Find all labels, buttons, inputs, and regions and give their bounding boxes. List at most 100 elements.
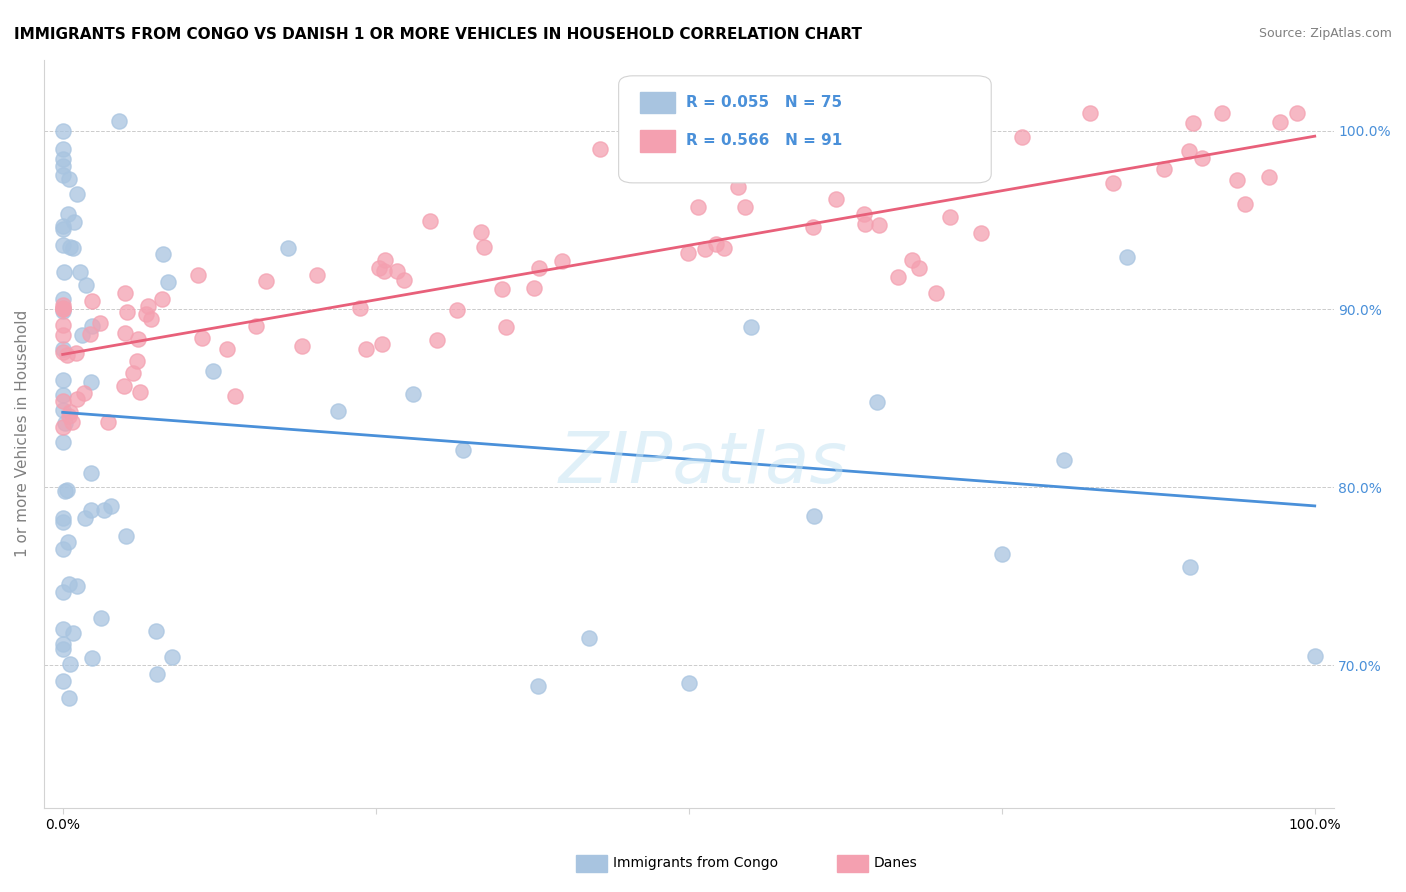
Point: [589, 142, 612, 156]
Point: [80, 293, 103, 308]
Y-axis label: 1 or more Vehicles in Household: 1 or more Vehicles in Household: [15, 310, 30, 558]
Point: [58, 577, 80, 591]
Point: [52, 419, 75, 434]
Point: [128, 384, 150, 399]
Point: [446, 303, 468, 318]
Point: [66, 579, 89, 593]
Point: [472, 240, 495, 254]
Point: [52, 292, 75, 306]
Point: [1101, 176, 1123, 190]
Point: [52, 394, 75, 409]
Point: [254, 274, 277, 288]
Point: [79, 326, 101, 341]
Point: [52, 515, 75, 529]
Point: [191, 331, 214, 345]
Point: [52, 160, 75, 174]
Point: [97, 415, 120, 429]
Point: [146, 667, 169, 681]
Point: [1080, 106, 1102, 120]
Point: [1153, 161, 1175, 176]
Point: [704, 236, 727, 251]
Point: [152, 246, 174, 260]
Point: [80, 466, 103, 480]
Point: [52, 403, 75, 417]
Point: [56, 348, 79, 362]
Point: [245, 318, 267, 333]
Point: [928, 161, 950, 175]
Point: [93, 502, 115, 516]
Point: [52, 304, 75, 318]
Point: [52, 124, 75, 138]
Point: [886, 269, 908, 284]
Point: [277, 241, 299, 255]
Point: [114, 285, 136, 300]
Point: [495, 319, 517, 334]
Point: [1177, 144, 1199, 158]
Point: [100, 500, 122, 514]
Point: [52, 345, 75, 359]
Point: [686, 201, 709, 215]
Point: [370, 337, 392, 351]
Point: [162, 650, 184, 665]
Point: [63, 214, 86, 228]
Point: [62, 626, 84, 640]
Text: ZIPatlas: ZIPatlas: [558, 429, 848, 499]
Point: [1191, 151, 1213, 165]
Point: [66, 392, 89, 406]
Point: [114, 326, 136, 340]
Point: [1178, 559, 1201, 574]
Point: [52, 301, 75, 316]
Point: [224, 389, 246, 403]
Point: [453, 442, 475, 457]
Point: [52, 541, 75, 556]
Point: [727, 179, 749, 194]
Point: [52, 585, 75, 599]
Point: [122, 367, 145, 381]
Point: [89, 317, 111, 331]
Point: [392, 273, 415, 287]
Point: [1116, 250, 1139, 264]
Point: [901, 253, 924, 268]
Point: [803, 509, 825, 524]
Point: [470, 225, 492, 239]
Point: [693, 242, 716, 256]
Point: [56, 534, 79, 549]
Point: [125, 353, 148, 368]
Point: [70, 327, 93, 342]
Text: R = 0.055   N = 75: R = 0.055 N = 75: [686, 95, 842, 110]
Point: [551, 254, 574, 268]
Point: [678, 675, 700, 690]
Point: [713, 241, 735, 255]
Point: [187, 268, 209, 283]
Point: [852, 207, 875, 221]
Point: [523, 280, 546, 294]
Point: [52, 302, 75, 317]
Point: [52, 642, 75, 657]
Point: [373, 263, 395, 277]
Point: [52, 152, 75, 166]
Point: [865, 395, 887, 409]
Point: [107, 113, 129, 128]
Point: [53, 417, 76, 431]
Point: [52, 388, 75, 402]
Point: [758, 153, 780, 167]
Point: [80, 319, 103, 334]
Point: [678, 246, 700, 260]
Point: [215, 343, 238, 357]
Point: [491, 282, 513, 296]
Point: [305, 268, 328, 282]
Point: [52, 328, 75, 343]
Point: [868, 218, 890, 232]
Point: [402, 386, 425, 401]
Point: [1226, 173, 1249, 187]
Point: [53, 484, 76, 499]
Point: [60, 415, 83, 429]
Point: [1303, 648, 1326, 663]
Point: [368, 261, 391, 276]
Point: [56, 483, 79, 498]
Point: [527, 260, 550, 275]
Point: [201, 364, 224, 378]
Point: [853, 218, 876, 232]
Point: [152, 292, 174, 306]
Point: [56, 207, 79, 221]
